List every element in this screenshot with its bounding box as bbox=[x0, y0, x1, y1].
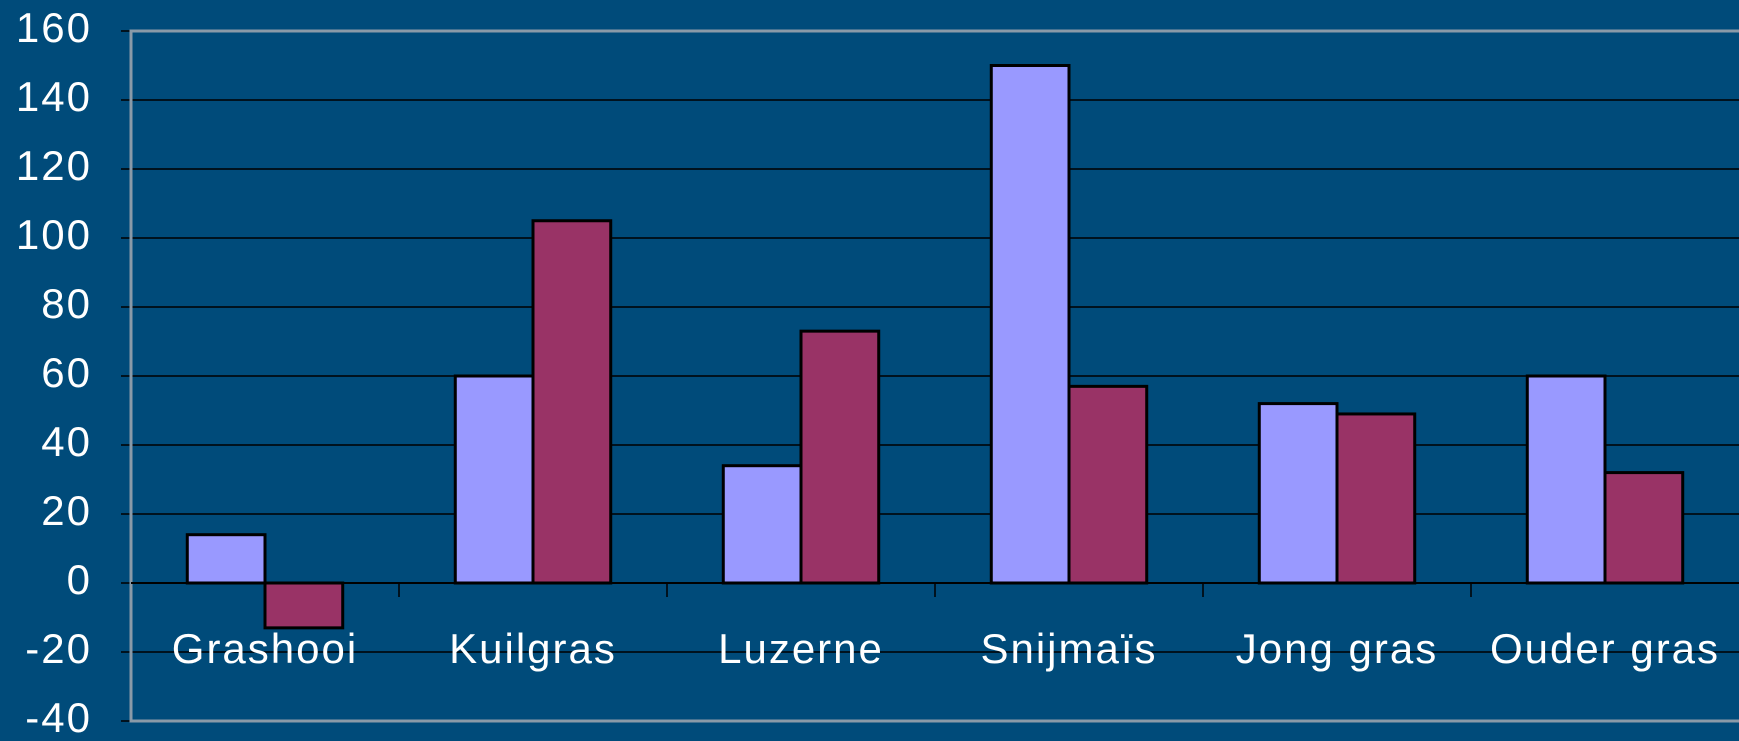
y-tick-label: 0 bbox=[67, 556, 92, 603]
y-tick-label: 140 bbox=[16, 73, 92, 120]
bar bbox=[1257, 402, 1339, 585]
y-tick-label: -20 bbox=[25, 625, 92, 672]
bar bbox=[989, 64, 1071, 585]
x-tick-label: Grashooi bbox=[172, 625, 358, 672]
y-tick-label: 160 bbox=[16, 4, 92, 51]
y-tick-label: 60 bbox=[41, 349, 92, 396]
bar bbox=[1067, 384, 1149, 585]
plot-border bbox=[129, 29, 1739, 723]
bar bbox=[721, 464, 803, 585]
x-tick-label: Ouder gras bbox=[1490, 625, 1720, 672]
y-tick-label: -40 bbox=[25, 694, 92, 741]
bar bbox=[531, 219, 613, 585]
x-tick-label: Luzerne bbox=[718, 625, 884, 672]
bar bbox=[1525, 374, 1607, 585]
x-tick-label: Jong gras bbox=[1236, 625, 1438, 672]
bar bbox=[453, 374, 535, 585]
y-tick-label: 20 bbox=[41, 487, 92, 534]
x-tick-label: Kuilgras bbox=[449, 625, 617, 672]
bar bbox=[1335, 412, 1417, 585]
y-tick-label: 40 bbox=[41, 418, 92, 465]
x-tick-label: Snijmaïs bbox=[980, 625, 1157, 672]
y-tick-label: 80 bbox=[41, 280, 92, 327]
y-tick-label: 120 bbox=[16, 142, 92, 189]
bar bbox=[185, 533, 267, 585]
bar bbox=[799, 329, 881, 585]
y-tick-label: 100 bbox=[16, 211, 92, 258]
bar bbox=[263, 581, 345, 630]
bar bbox=[1603, 471, 1685, 585]
